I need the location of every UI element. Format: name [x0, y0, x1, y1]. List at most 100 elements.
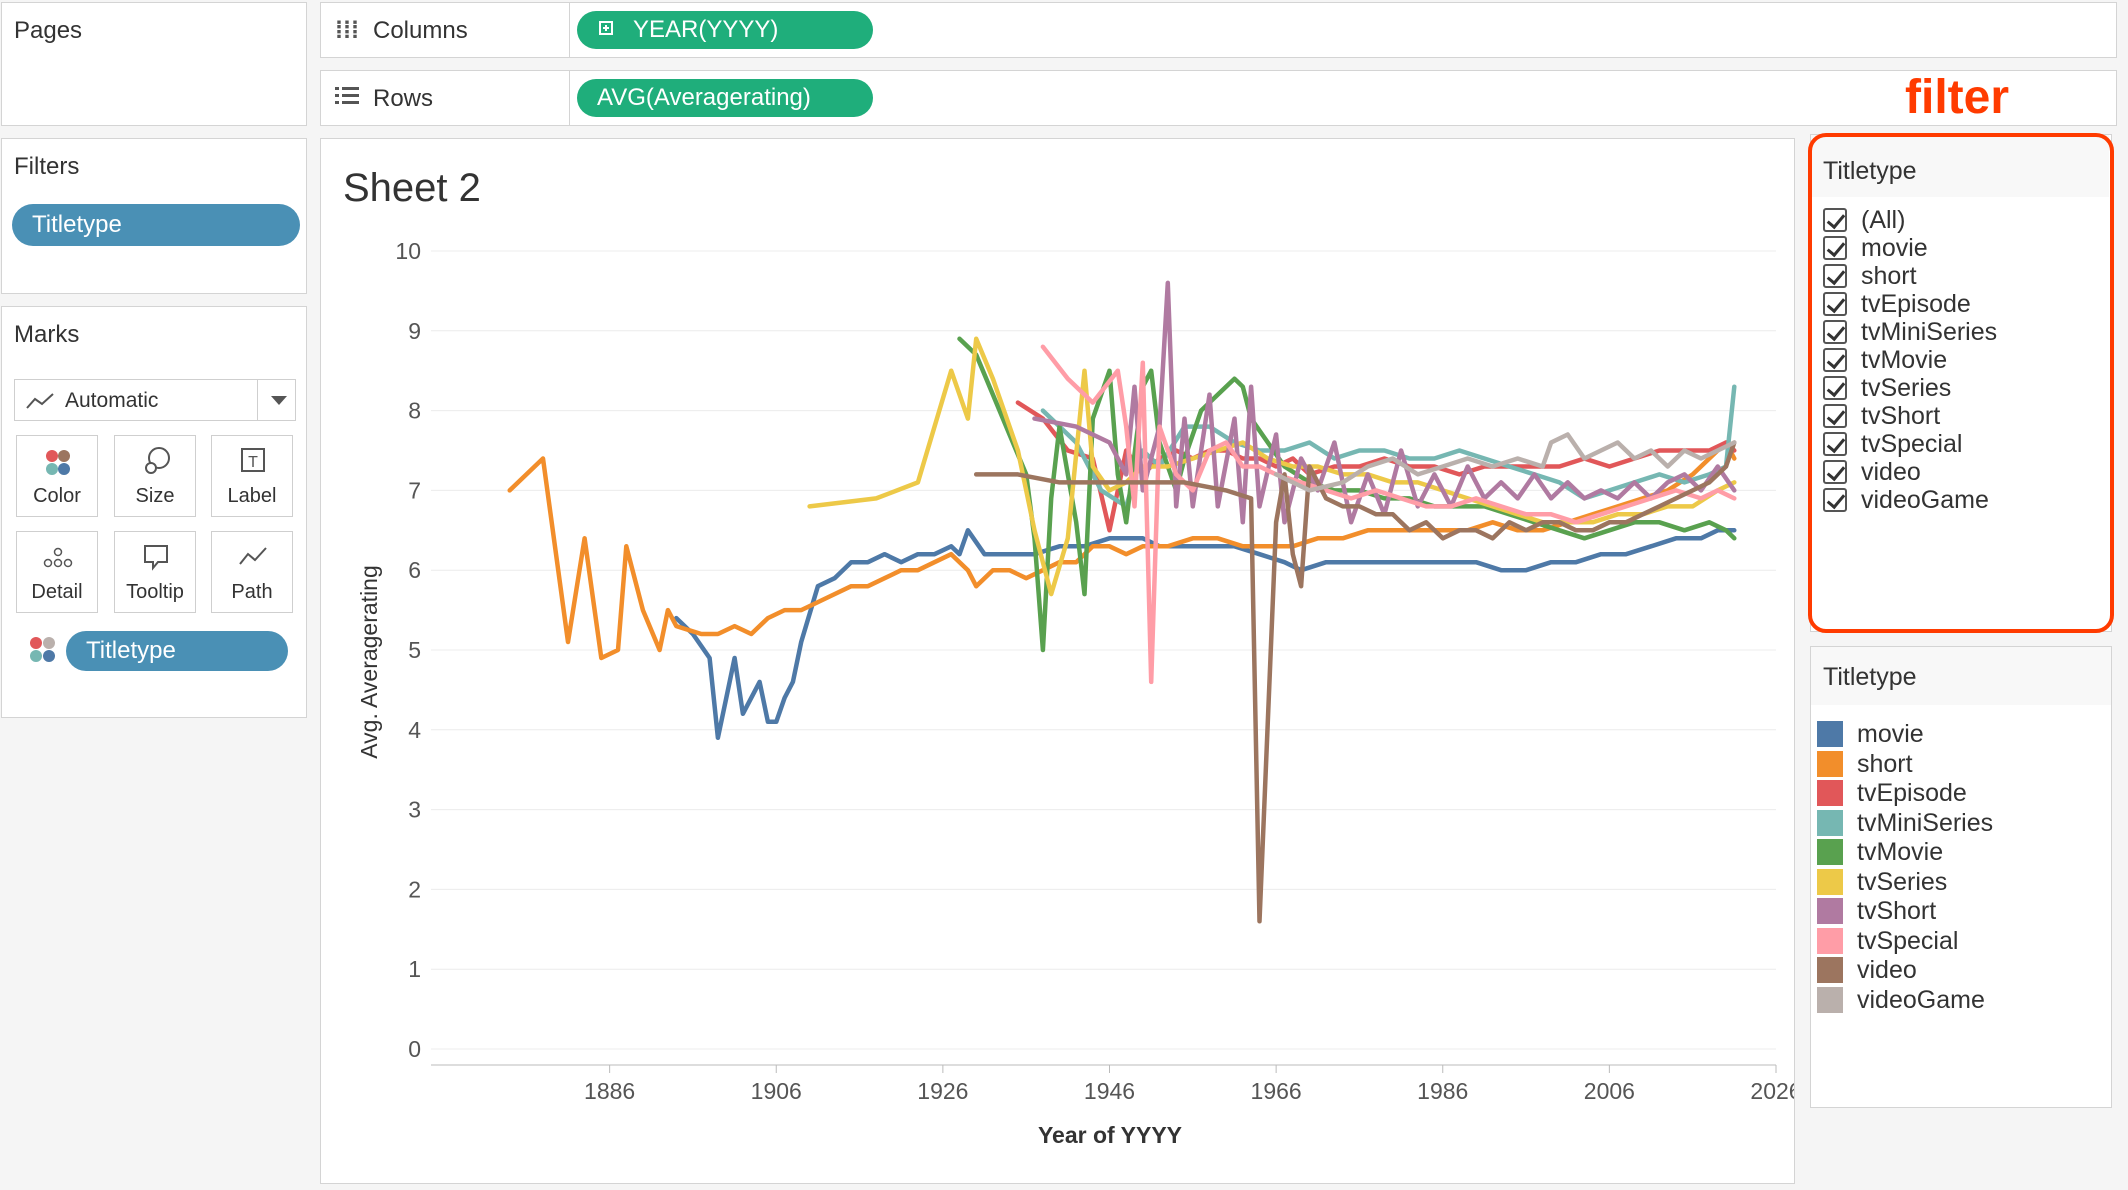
- plus-box-icon: [599, 21, 613, 35]
- filter-item[interactable]: tvEpisode: [1823, 289, 1971, 319]
- y-axis-title: Avg. Averagerating: [356, 565, 382, 759]
- filter-item[interactable]: tvSpecial: [1823, 429, 1962, 459]
- path-card-label: Path: [231, 581, 273, 603]
- y-tick-label: 7: [408, 477, 421, 503]
- series-line-tvMovie: [957, 336, 1737, 653]
- legend-item-label: videoGame: [1857, 985, 1985, 1014]
- filter-item[interactable]: tvSeries: [1823, 373, 1951, 403]
- legend-item[interactable]: videoGame: [1817, 985, 1985, 1015]
- size-card[interactable]: Size: [114, 435, 196, 517]
- rows-pill[interactable]: AVG(Averagerating): [577, 79, 873, 117]
- checkbox-checked-icon[interactable]: [1823, 376, 1847, 401]
- filter-item[interactable]: tvMiniSeries: [1823, 317, 1997, 347]
- titletype-filter-card: Titletype (All) movie short tvEpisode tvMini…: [1810, 134, 2112, 632]
- y-tick-label: 1: [408, 956, 421, 982]
- y-tick-label: 4: [408, 717, 421, 743]
- legend-item[interactable]: tvEpisode: [1817, 778, 1967, 808]
- mark-type-dropdown[interactable]: Automatic: [14, 379, 296, 421]
- legend-swatch: [1817, 839, 1843, 866]
- text-label-icon: T: [241, 448, 265, 472]
- checkbox-checked-icon[interactable]: [1823, 264, 1847, 289]
- tooltip-icon: [144, 545, 168, 571]
- legend-item[interactable]: tvMovie: [1817, 837, 1943, 867]
- detail-card[interactable]: Detail: [16, 531, 98, 613]
- checkbox-checked-icon[interactable]: [1823, 236, 1847, 261]
- legend-swatch: [1817, 927, 1843, 954]
- checkbox-checked-icon[interactable]: [1823, 208, 1847, 233]
- label-card[interactable]: T Label: [211, 435, 293, 517]
- rows-shelf[interactable]: Rows AVG(Averagerating): [320, 70, 2117, 126]
- filter-item[interactable]: short: [1823, 261, 1917, 291]
- legend-item[interactable]: tvMiniSeries: [1817, 808, 1993, 838]
- filter-item-label: tvShort: [1861, 401, 1941, 430]
- tooltip-card[interactable]: Tooltip: [114, 531, 196, 613]
- checkbox-checked-icon[interactable]: [1823, 320, 1847, 345]
- legend-swatch: [1817, 986, 1843, 1013]
- legend-item[interactable]: short: [1817, 749, 1913, 779]
- x-tick-label: 1906: [751, 1078, 802, 1104]
- detail-icon: [43, 547, 73, 568]
- x-tick-label: 2006: [1584, 1078, 1635, 1104]
- x-axis-title: Year of YYYY: [1038, 1122, 1182, 1148]
- filter-item-label: tvSpecial: [1861, 429, 1963, 458]
- tooltip-card-label: Tooltip: [126, 581, 184, 603]
- legend-header: [1811, 647, 2111, 705]
- legend-item-label: tvSpecial: [1857, 926, 1959, 955]
- y-tick-label: 10: [395, 238, 421, 264]
- path-card[interactable]: Path: [211, 531, 293, 613]
- columns-icon: ⁞⁞⁞: [335, 17, 359, 44]
- legend-title: Titletype: [1823, 663, 1917, 691]
- legend-item[interactable]: tvSpecial: [1817, 926, 1958, 956]
- x-tick-label: 2026: [1750, 1078, 1794, 1104]
- filter-item[interactable]: tvMovie: [1823, 345, 1947, 375]
- legend-item-label: tvMovie: [1857, 837, 1944, 866]
- filter-item[interactable]: movie: [1823, 233, 1928, 263]
- legend-item[interactable]: video: [1817, 955, 1917, 985]
- filter-pill-titletype[interactable]: Titletype: [12, 204, 300, 246]
- legend-swatch: [1817, 868, 1843, 895]
- filter-item-label: movie: [1861, 233, 1928, 262]
- y-tick-label: 6: [408, 557, 421, 583]
- legend-swatch: [1817, 721, 1843, 748]
- filter-item-label: video: [1861, 457, 1921, 486]
- chart-axes: 0 1 2 3 4 5 6 7 8 9 10 1886 1906 1926 1946 1966 1986 2006…: [395, 238, 1794, 1104]
- legend-item-label: tvSeries: [1857, 867, 1948, 896]
- columns-pill[interactable]: YEAR(YYYY): [577, 11, 873, 49]
- legend-swatch: [1817, 898, 1843, 925]
- checkbox-checked-icon[interactable]: [1823, 348, 1847, 373]
- filter-item[interactable]: (All): [1823, 205, 1905, 235]
- series-line-tvShort: [1032, 280, 1737, 525]
- y-tick-label: 0: [408, 1036, 421, 1062]
- legend-item-label: video: [1857, 955, 1917, 984]
- checkbox-checked-icon[interactable]: [1823, 488, 1847, 513]
- filter-item[interactable]: videoGame: [1823, 485, 1989, 515]
- legend-swatch: [1817, 957, 1843, 984]
- filter-item-label: tvMiniSeries: [1861, 317, 1998, 346]
- legend-item[interactable]: tvSeries: [1817, 867, 1947, 897]
- legend-item-label: movie: [1857, 719, 1924, 748]
- series-line-video: [973, 440, 1737, 924]
- filter-item[interactable]: video: [1823, 457, 1921, 487]
- filter-card-title: Titletype: [1823, 157, 1917, 185]
- legend-swatch: [1817, 780, 1843, 807]
- x-tick-label: 1946: [1084, 1078, 1135, 1104]
- filter-item-label: (All): [1861, 205, 1906, 234]
- color-card[interactable]: Color: [16, 435, 98, 517]
- checkbox-checked-icon[interactable]: [1823, 292, 1847, 317]
- chevron-down-icon[interactable]: [271, 396, 287, 405]
- legend-item[interactable]: tvShort: [1817, 896, 1936, 926]
- color-pill-titletype[interactable]: Titletype: [66, 631, 288, 671]
- checkbox-checked-icon[interactable]: [1823, 460, 1847, 485]
- checkbox-checked-icon[interactable]: [1823, 404, 1847, 429]
- chart-title: Sheet 2: [343, 166, 481, 210]
- size-card-label: Size: [135, 485, 175, 507]
- rows-label: Rows: [373, 85, 434, 112]
- legend-item[interactable]: movie: [1817, 719, 1924, 749]
- sheet-view: Sheet 2 0 1 2 3 4 5 6 7 8 9 10 1886 1906 1926 1946 1966…: [320, 138, 1795, 1184]
- pages-shelf[interactable]: Pages: [1, 2, 307, 126]
- checkbox-checked-icon[interactable]: [1823, 432, 1847, 457]
- legend-swatch: [1817, 809, 1843, 836]
- filter-item[interactable]: tvShort: [1823, 401, 1940, 431]
- columns-shelf[interactable]: ⁞⁞⁞ Columns YEAR(YYYY): [320, 2, 2117, 58]
- filters-shelf[interactable]: Filters Titletype: [1, 138, 307, 294]
